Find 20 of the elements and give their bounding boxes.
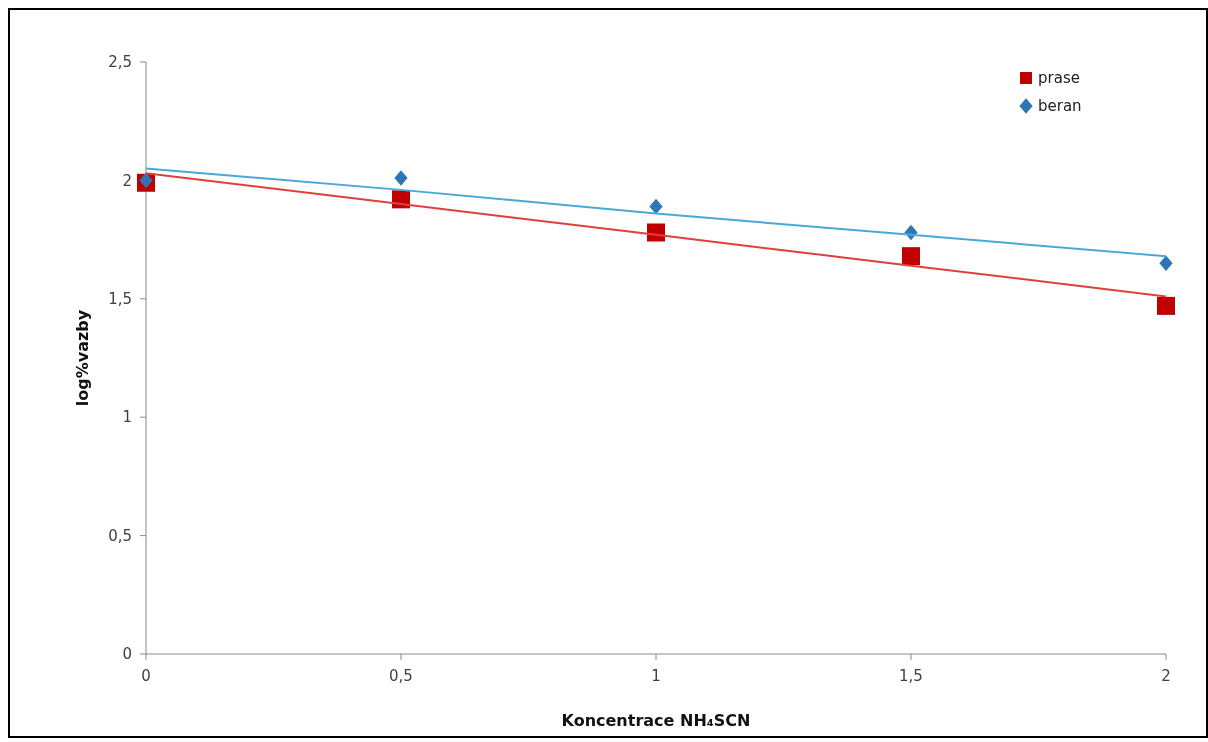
x-tick-label: 0,5 [389,667,413,685]
y-tick-label: 1,5 [108,290,132,309]
point [902,247,920,266]
y-tick-label: 0 [122,645,132,664]
x-tick-label: 2 [1161,667,1171,685]
x-tick-label: 0 [141,667,151,685]
x-tick-label: 1 [651,667,661,685]
legend-label: beran [1038,97,1082,116]
y-tick-label: 0,5 [108,526,132,545]
legend-label: prase [1038,69,1080,88]
y-tick-label: 2,5 [108,53,132,72]
x-tick-label: 1,5 [899,667,923,685]
y-tick-label: 1 [122,408,132,427]
y-tick-label: 2 [122,171,132,190]
y-axis-title: log%vazby [73,309,92,407]
point [394,170,408,186]
x-axis-title: Koncentrace NH₄SCN [561,711,751,730]
point [649,198,663,215]
point [1157,296,1175,315]
point [1159,255,1173,272]
